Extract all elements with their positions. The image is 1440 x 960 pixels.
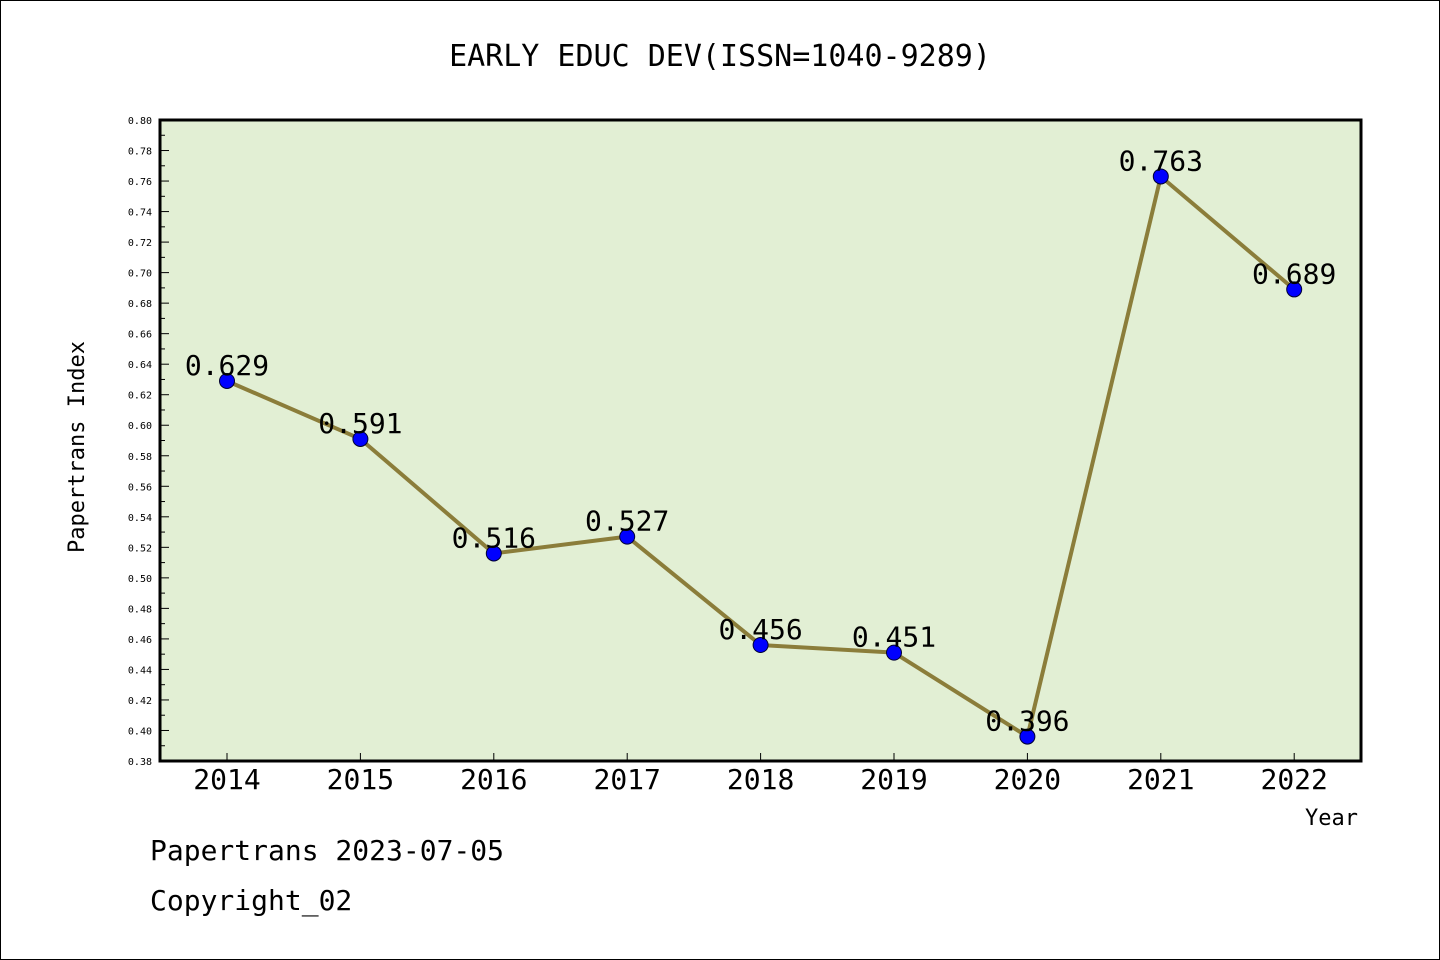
y-tick-label: 0.64 <box>128 360 152 371</box>
x-tick-label: 2022 <box>1260 763 1327 796</box>
y-tick-label: 0.46 <box>128 635 152 646</box>
y-tick-label: 0.54 <box>128 513 152 524</box>
data-label: 0.451 <box>852 621 936 654</box>
x-axis-label: Year <box>1305 806 1358 831</box>
plot-background <box>160 120 1361 761</box>
data-point <box>1286 281 1303 298</box>
x-tick-label: 2019 <box>860 763 927 796</box>
y-tick-label: 0.38 <box>128 757 152 768</box>
data-label: 0.591 <box>318 407 402 440</box>
data-point <box>1152 168 1169 185</box>
data-point <box>886 644 902 661</box>
y-tick-label: 0.78 <box>128 147 152 158</box>
y-tick-label: 0.52 <box>128 543 152 554</box>
data-point <box>619 528 636 545</box>
y-tick-label: 0.58 <box>128 452 152 463</box>
y-tick-label: 0.40 <box>128 726 152 737</box>
y-tick-label: 0.60 <box>128 421 152 432</box>
y-tick-label: 0.62 <box>128 391 152 402</box>
data-label: 0.689 <box>1252 257 1336 290</box>
data-label: 0.763 <box>1119 144 1203 177</box>
plot-border <box>158 118 1363 763</box>
data-label: 0.516 <box>452 521 536 554</box>
y-tick-label: 0.42 <box>128 696 152 707</box>
x-tick-label: 2020 <box>994 763 1061 796</box>
y-tick-label: 0.72 <box>128 238 152 249</box>
data-point <box>352 430 369 447</box>
data-label: 0.629 <box>185 349 269 382</box>
x-tick-label: 2018 <box>727 763 794 796</box>
data-point <box>752 637 769 654</box>
y-tick-label: 0.66 <box>128 330 152 341</box>
x-tick-label: 2017 <box>593 763 660 796</box>
y-tick-label: 0.74 <box>128 208 152 219</box>
data-point <box>485 545 502 562</box>
x-tick-label: 2015 <box>327 763 394 796</box>
x-tick-label: 2014 <box>193 763 260 796</box>
data-point <box>219 372 235 389</box>
x-tick-label: 2016 <box>460 763 527 796</box>
y-tick-label: 0.48 <box>128 604 152 615</box>
chart-title: EARLY EDUC DEV(ISSN=1040-9289) <box>449 39 991 74</box>
data-label: 0.396 <box>985 705 1069 738</box>
y-tick-label: 0.80 <box>128 116 152 127</box>
data-label: 0.456 <box>718 613 802 646</box>
y-tick-label: 0.44 <box>128 665 152 676</box>
y-tick-label: 0.56 <box>128 482 152 493</box>
y-tick-label: 0.70 <box>128 269 152 280</box>
footer-date: Papertrans 2023-07-05 <box>150 834 505 867</box>
y-tick-label: 0.68 <box>128 299 152 310</box>
plot-area: 0.38 0.40 0.42 0.44 0.46 0.48 0.50 0.52 0.54 0.56… <box>128 116 1363 796</box>
x-tick-label: 2021 <box>1127 763 1194 796</box>
data-label: 0.527 <box>585 505 669 538</box>
y-tick-label: 0.50 <box>128 574 152 585</box>
data-point <box>1019 728 1036 745</box>
footer-copyright: Copyright_02 <box>150 884 353 917</box>
y-axis-label: Papertrans Index <box>65 341 90 553</box>
y-tick-label: 0.76 <box>128 177 152 188</box>
